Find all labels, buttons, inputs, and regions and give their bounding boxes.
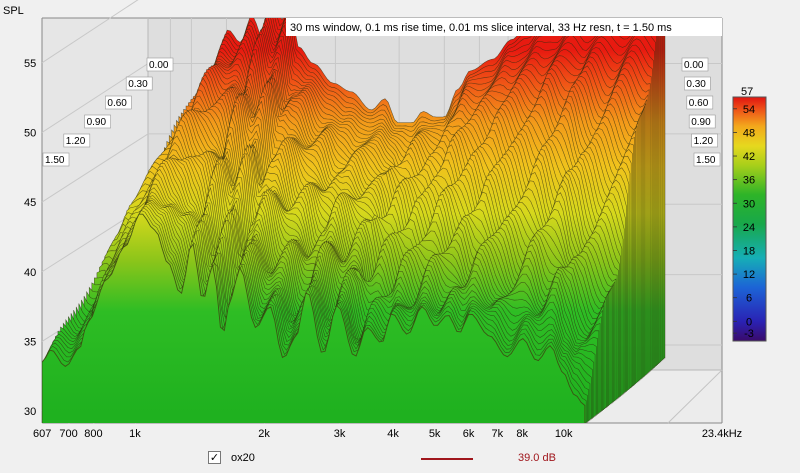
y-tick-label: 40 [24, 267, 36, 279]
time-label-left: 1.20 [66, 136, 86, 147]
series-checkbox[interactable]: ✓ [208, 451, 221, 464]
legend-series-name: ox20 [231, 452, 255, 464]
colorbar-tick-label: 48 [743, 127, 755, 139]
time-label-left: 1.50 [45, 155, 65, 166]
y-tick-label: 50 [24, 127, 36, 139]
colorbar-tick-label: 42 [743, 151, 755, 163]
x-tick-label: 607 [33, 428, 51, 440]
x-tick-label: 3k [334, 428, 346, 440]
colorbar-tick-label: 0 [746, 316, 752, 328]
y-tick-label: 55 [24, 58, 36, 70]
x-tick-label: 5k [429, 428, 441, 440]
colorbar-tick-label: 54 [743, 104, 755, 116]
x-tick-label: 4k [387, 428, 399, 440]
y-tick-label: 45 [24, 197, 36, 209]
grid-line-y [41, 133, 149, 203]
time-label-box-left [63, 133, 91, 148]
chart-title: 30 ms window, 0.1 ms rise time, 0.01 ms … [290, 22, 672, 34]
time-label-box-left [42, 152, 70, 167]
time-label-box-right [691, 133, 718, 148]
time-slice-labels: 0.00 0.000.30 0.300.60 0.600.90 0.901.20 1.20… [42, 57, 721, 167]
colorbar-tick-label: 30 [743, 198, 755, 210]
x-tick-label: 8k [516, 428, 528, 440]
time-label-box-right [684, 76, 711, 91]
title-box [286, 18, 722, 36]
legend-line-swatch [421, 458, 473, 460]
colorbar-scale [732, 96, 767, 342]
time-label-left: 0.60 [107, 98, 127, 109]
x-tick-label: 6k [463, 428, 475, 440]
time-label-left: 0.00 [149, 60, 169, 71]
time-label-right: 0.30 [686, 79, 706, 90]
time-label-box-right [686, 95, 714, 110]
colorbar-tick-label: 36 [743, 175, 755, 187]
waterfall-surface [42, 18, 666, 423]
colorbar-tick-label: 24 [743, 222, 755, 234]
x-tick-label: 2k [258, 428, 270, 440]
time-label-box-left [105, 95, 132, 110]
colorbar-tick-label: 18 [743, 245, 755, 257]
x-tick-label: 7k [491, 428, 503, 440]
grid-line-y [41, 0, 139, 64]
time-label-left: 0.90 [87, 117, 107, 128]
time-label-box-left [146, 57, 174, 72]
colorbar-tick-label: 12 [743, 269, 755, 281]
x-tick-label: 10k [555, 428, 573, 440]
time-label-right: 0.60 [689, 98, 709, 109]
time-label-box-left [84, 114, 111, 129]
x-tick-label: 1k [129, 428, 141, 440]
colorbar-max-label: 57 [741, 86, 753, 98]
front-slice [42, 213, 586, 423]
time-label-right: 1.20 [694, 136, 714, 147]
time-label-right: 0.00 [684, 60, 704, 71]
time-label-right: 1.50 [696, 155, 716, 166]
time-label-right: 0.90 [691, 117, 711, 128]
y-tick-label: 30 [24, 406, 36, 418]
colorbar-tick-label: -3 [744, 328, 754, 340]
axis-tick-labels: 30 35 40 45 50 55 607 700 800 1k 2k 3k 4k 5k 6k 7k 8k 10k… [24, 58, 742, 440]
time-label-box-right [681, 57, 709, 72]
time-label-left: 0.30 [128, 79, 148, 90]
y-axis-label: SPL [3, 5, 24, 17]
legend-value: 39.0 dB [518, 452, 556, 464]
colorbar: 57 54 48 42 36 30 24 18 12 6 0-3 [732, 86, 767, 342]
x-tick-label: 700 [59, 428, 77, 440]
x-tick-label: 800 [84, 428, 102, 440]
time-label-box-right [693, 152, 721, 167]
time-label-box-right [688, 114, 716, 129]
y-tick-label: 35 [24, 336, 36, 348]
x-tick-label: 23.4kHz [702, 428, 742, 440]
legend: ✓ ox20 39.0 dB [208, 450, 608, 468]
colorbar-tick-label: 6 [746, 293, 752, 305]
grid-line-y [41, 63, 149, 133]
time-label-box-left [125, 76, 153, 91]
